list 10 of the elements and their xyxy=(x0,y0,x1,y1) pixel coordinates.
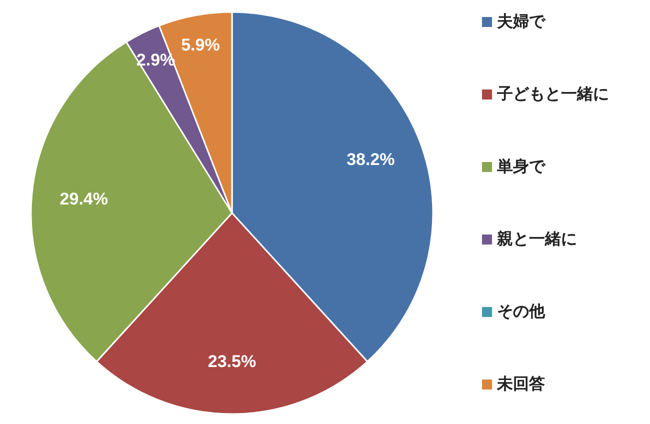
data-label: 23.5% xyxy=(208,352,256,372)
legend-label: その他 xyxy=(497,302,546,320)
legend-label: 夫婦で xyxy=(496,12,546,30)
data-label: 38.2% xyxy=(346,150,395,169)
legend-label: 親と一緒に xyxy=(496,230,577,248)
data-label: 5.9% xyxy=(181,36,220,55)
data-label: 29.4% xyxy=(60,190,108,209)
legend-label: 単身で xyxy=(496,158,546,176)
legend-label: 未回答 xyxy=(496,375,545,393)
legend-label: 子どもと一緒に xyxy=(496,86,609,103)
